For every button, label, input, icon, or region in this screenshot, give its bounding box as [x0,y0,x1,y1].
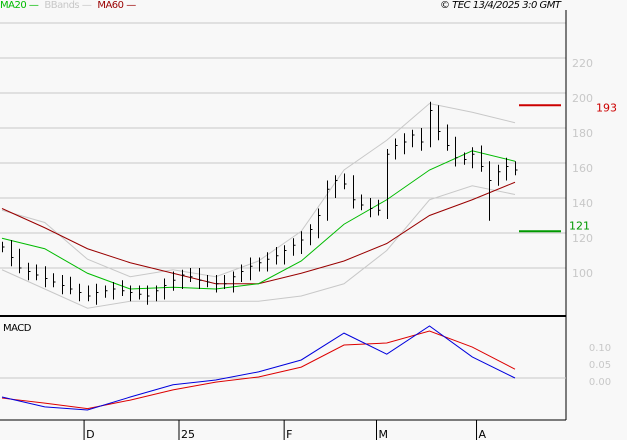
macd-title: MACD [3,323,31,334]
legend-ma20: MA20 — [0,0,39,11]
macd-signal-line [1,330,516,410]
x-tick-label: F [286,428,292,440]
copyright: © TEC 13/4/2025 3:0 GMT [440,0,561,11]
ma20-line [1,150,516,290]
y-tick-label: 220 [572,57,593,70]
macd-line [1,325,516,411]
y-tick-label: 120 [572,232,593,245]
legend-ma50: MA60 — [97,0,136,11]
bbands-upper-line [1,102,516,278]
support-label: 121 [569,219,590,232]
x-tick-label: 25 [181,428,195,440]
macd-tick-label: 0.00 [589,377,611,388]
x-tick-label: M [378,428,388,440]
y-tick-label: 180 [572,127,593,140]
legend-ma50-label: MA60 [97,0,124,11]
macd-tick-label: 0.05 [589,360,611,371]
y-tick-label: 160 [572,162,593,175]
macd-tick-label: 0.10 [589,343,611,354]
resistance-label: 193 [596,101,617,114]
legend-bbands: BBands — [44,0,92,11]
legend-bbands-label: BBands [44,0,80,11]
y-tick-label: 140 [572,197,593,210]
y-tick-label: 200 [572,92,593,105]
x-tick-label: A [479,428,487,440]
y-tick-label: 100 [572,267,593,280]
legend: MA20 — BBands — MA60 — [0,0,136,11]
x-tick-label: D [86,428,94,440]
bbands-lower-line [1,185,516,309]
legend-ma20-label: MA20 [0,0,27,11]
